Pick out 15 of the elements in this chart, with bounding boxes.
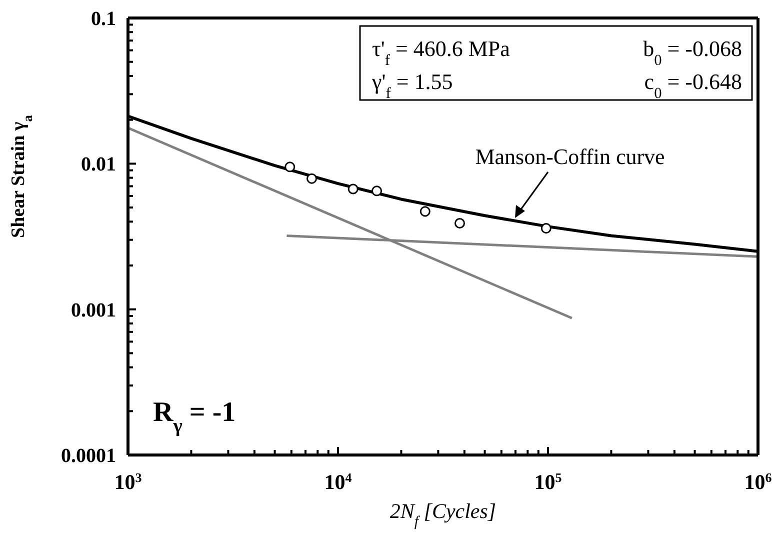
annotation: c$_{0}$ = -0.648 [644, 69, 742, 102]
x-tick-label: 10$^{4}$ [324, 470, 352, 494]
annotation: γ'$_{f}$ = 1.55 [371, 69, 453, 102]
x-tick-label: 10$^{5}$ [534, 470, 562, 494]
annotation: Manson-Coffin curve [475, 144, 665, 169]
x-axis-title: 2N$_{f}$ [Cycles] [390, 499, 496, 530]
annotation: τ'$_{f}$ = 460.6 MPa [372, 36, 510, 68]
x-tick-label: 10$^{6}$ [744, 470, 772, 494]
y-tick-label: 0.01 [81, 154, 116, 176]
x-tick-label: 10$^{3}$ [114, 470, 142, 494]
y-tick-label: 0.1 [91, 8, 116, 30]
annotation: R$_{γ}$ = -1 [153, 397, 236, 436]
annotation: b$_{0}$ = -0.068 [643, 36, 742, 68]
y-tick-label: 0.0001 [61, 445, 116, 467]
y-tick-label: 0.001 [71, 299, 116, 322]
